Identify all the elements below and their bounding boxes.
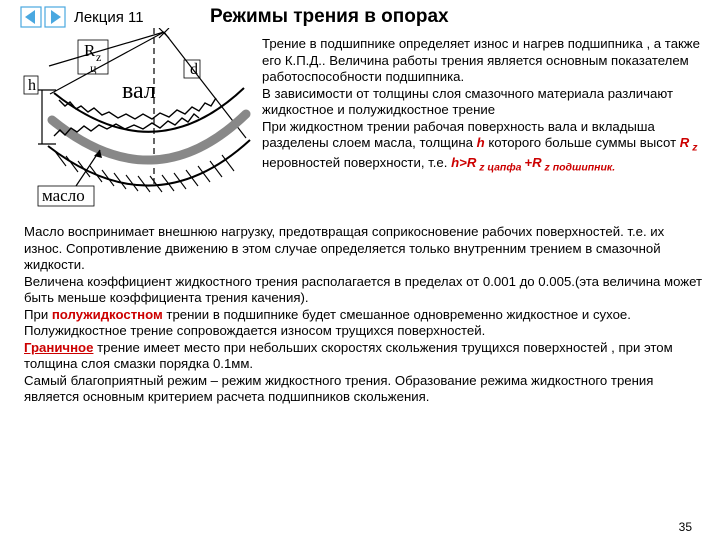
label-maslo: масло [42, 186, 85, 205]
bp-4red: Граничное [24, 340, 93, 355]
rp-h: h [477, 135, 485, 150]
bp-1: Масло воспринимает внешнюю нагрузку, пре… [24, 224, 664, 272]
next-arrow-icon[interactable] [44, 6, 66, 28]
rp-R1: R [680, 135, 690, 150]
label-val: вал [122, 78, 156, 104]
rp-1: Трение в подшипнике определяет износ и н… [262, 36, 700, 84]
rp-3c: неровностей поверхности, т.е. [262, 155, 451, 170]
rp-2: В зависимости от толщины слоя смазочного… [262, 86, 673, 118]
bp-3a: При [24, 307, 52, 322]
bp-4: трение имеет место при небольших скорост… [24, 340, 673, 372]
bottom-text-block: Масло воспринимает внешнюю нагрузку, пре… [24, 224, 704, 406]
label-h: h [28, 77, 36, 94]
rp-ineq-s1: z цапфа [476, 161, 524, 173]
rp-3b: которого больше суммы высот [485, 135, 680, 150]
bp-3red: полужидкостном [52, 307, 163, 322]
prev-arrow-icon[interactable] [20, 6, 42, 28]
rp-ineq-b: +R [524, 155, 541, 170]
label-Rz-sub: z [96, 50, 101, 64]
label-Rz: R [84, 41, 96, 60]
label-ts: ц [90, 61, 97, 75]
bp-5: Самый благоприятный режим – режим жидкос… [24, 373, 653, 405]
bp-2: Величена коэффициент жидкостного трения … [24, 274, 702, 306]
bearing-diagram: R z ц h d вал масло [14, 28, 254, 208]
top-navigation: Лекция 11 [20, 6, 144, 28]
rp-ineq-s2: z подшипник. [542, 161, 616, 173]
right-text-block: Трение в подшипнике определяет износ и н… [262, 36, 708, 175]
page-title: Режимы трения в опорах [210, 6, 449, 28]
lecture-number: Лекция 11 [74, 9, 144, 26]
rp-ineq-a: h>R [451, 155, 476, 170]
label-d: d [190, 61, 198, 78]
page-number: 35 [679, 520, 692, 534]
rp-z: z [689, 142, 697, 154]
